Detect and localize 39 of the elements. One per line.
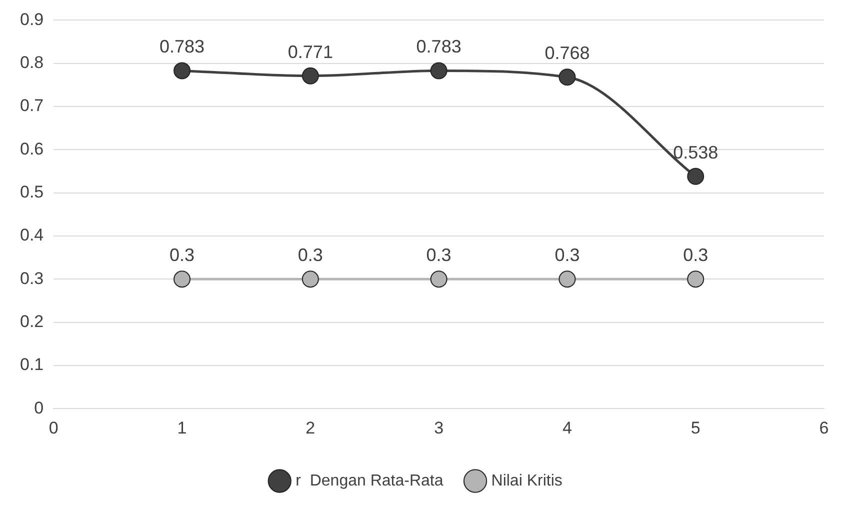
x-tick-label: 2 — [306, 418, 316, 438]
x-tick-label: 6 — [819, 418, 829, 438]
y-tick-label: 0.4 — [20, 226, 44, 245]
y-tick-label: 0.1 — [20, 355, 44, 374]
point — [302, 67, 319, 84]
y-tick-label: 0.2 — [20, 312, 44, 331]
data-label: 0.783 — [160, 36, 205, 57]
data-label: 0.3 — [298, 245, 323, 266]
y-tick-label: 0 — [34, 398, 44, 418]
data-label: 0.3 — [683, 245, 708, 266]
point — [430, 62, 448, 80]
data-label: 0.771 — [288, 42, 333, 62]
data-label: 0.3 — [554, 245, 580, 266]
y-tick-label: 0.9 — [20, 10, 44, 29]
point — [558, 270, 576, 288]
legend-label: r Dengan Rata-Rata — [296, 472, 444, 490]
legend-label: Nilai Kritis — [491, 472, 562, 490]
point — [302, 270, 319, 288]
y-tick-label: 0.7 — [20, 96, 44, 116]
data-label: 0.3 — [426, 245, 452, 266]
data-label: 0.3 — [170, 245, 195, 266]
point — [558, 68, 576, 86]
x-tick-label: 4 — [562, 418, 572, 438]
point — [687, 168, 704, 185]
y-tick-label: 0.8 — [20, 53, 44, 72]
point — [687, 270, 704, 288]
point — [430, 270, 448, 288]
x-tick-label: 5 — [690, 418, 700, 438]
data-label: 0.538 — [673, 142, 718, 162]
y-tick-label: 0.3 — [20, 268, 44, 288]
data-label: 0.768 — [544, 43, 590, 64]
x-tick-label: 0 — [48, 418, 58, 438]
point — [174, 270, 191, 288]
x-tick-label: 1 — [177, 418, 187, 438]
point — [174, 62, 191, 80]
y-tick-label: 0.5 — [20, 182, 44, 202]
data-label: 0.783 — [416, 36, 462, 57]
x-tick-label: 3 — [434, 418, 444, 438]
y-tick-label: 0.6 — [20, 139, 44, 158]
